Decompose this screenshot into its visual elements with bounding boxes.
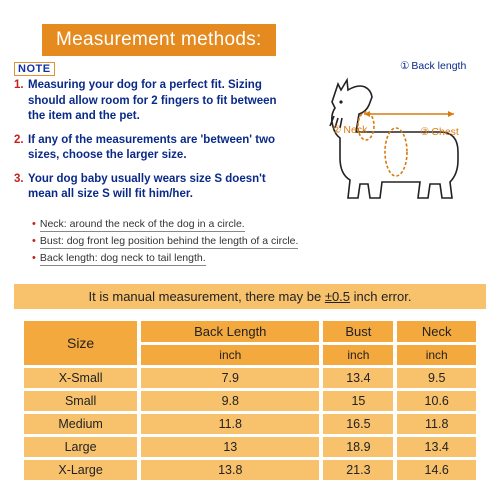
cell-value: 11.8 xyxy=(397,414,476,434)
note-item: 3.Your dog baby usually wears size S doe… xyxy=(14,172,294,203)
title-bar: Measurement methods: xyxy=(42,24,276,56)
callout-num: ③ xyxy=(420,126,429,138)
callout-chest: ③ Chest xyxy=(420,126,459,138)
definition-text: Neck: around the neck of the dog in a ci… xyxy=(40,218,245,232)
th-col-sub: inch xyxy=(397,345,476,365)
table-row: Large1318.913.4 xyxy=(24,437,476,457)
note-item: 1.Measuring your dog for a perfect fit. … xyxy=(14,78,294,125)
callout-num: ② xyxy=(332,124,341,136)
definition-item: • Back length: dog neck to tail length. xyxy=(32,252,472,266)
cell-value: 7.9 xyxy=(141,368,319,388)
note-text: Your dog baby usually wears size S doesn… xyxy=(28,172,294,203)
bullet-icon: • xyxy=(32,218,36,230)
cell-value: 13.4 xyxy=(323,368,393,388)
cell-value: 9.5 xyxy=(397,368,476,388)
bullet-icon: • xyxy=(32,235,36,247)
cell-value: 11.8 xyxy=(141,414,319,434)
warning-pre: It is manual measurement, there may be xyxy=(89,289,325,304)
warning-error-value: ±0.5 xyxy=(325,289,350,304)
table-row: X-Large13.821.314.6 xyxy=(24,460,476,480)
note-item: 2.If any of the measurements are 'betwee… xyxy=(14,133,294,164)
note-number: 3. xyxy=(14,172,28,203)
size-table: SizeBack LengthBustNeckinchinchinchX-Sma… xyxy=(20,318,480,483)
note-number: 1. xyxy=(14,78,28,125)
cell-value: 18.9 xyxy=(323,437,393,457)
th-col-sub: inch xyxy=(141,345,319,365)
callout-back-length: ① Back length xyxy=(400,60,466,72)
cell-value: 9.8 xyxy=(141,391,319,411)
note-text: If any of the measurements are 'between'… xyxy=(28,133,294,164)
cell-value: 10.6 xyxy=(397,391,476,411)
cell-size: Large xyxy=(24,437,137,457)
callout-num: ① xyxy=(400,60,409,72)
th-col-sub: inch xyxy=(323,345,393,365)
th-col-top: Back Length xyxy=(141,321,319,342)
cell-size: Small xyxy=(24,391,137,411)
table-row: Small9.81510.6 xyxy=(24,391,476,411)
callout-label: Back length xyxy=(411,60,466,72)
callout-label: Chest xyxy=(431,126,458,138)
definitions-list: • Neck: around the neck of the dog in a c… xyxy=(32,218,472,269)
table-row: X-Small7.913.49.5 xyxy=(24,368,476,388)
cell-value: 15 xyxy=(323,391,393,411)
warning-bar: It is manual measurement, there may be ±… xyxy=(14,284,486,309)
dog-diagram: ① Back length ② Neck ③ Chest xyxy=(304,56,494,206)
definition-text: Back length: dog neck to tail length. xyxy=(40,252,206,266)
cell-value: 13.4 xyxy=(397,437,476,457)
bullet-icon: • xyxy=(32,252,36,264)
warning-post: inch error. xyxy=(350,289,411,304)
cell-value: 13.8 xyxy=(141,460,319,480)
definition-item: • Bust: dog front leg position behind the… xyxy=(32,235,472,249)
note-text: Measuring your dog for a perfect fit. Si… xyxy=(28,78,294,125)
cell-size: Medium xyxy=(24,414,137,434)
cell-value: 13 xyxy=(141,437,319,457)
cell-value: 14.6 xyxy=(397,460,476,480)
th-size: Size xyxy=(24,321,137,365)
cell-value: 16.5 xyxy=(323,414,393,434)
definition-text: Bust: dog front leg position behind the … xyxy=(40,235,299,249)
notes-list: 1.Measuring your dog for a perfect fit. … xyxy=(14,78,294,211)
definition-item: • Neck: around the neck of the dog in a c… xyxy=(32,218,472,232)
cell-value: 21.3 xyxy=(323,460,393,480)
callout-neck: ② Neck xyxy=(332,124,367,136)
note-badge: NOTE xyxy=(14,62,55,76)
th-col-top: Neck xyxy=(397,321,476,342)
table-row: Medium11.816.511.8 xyxy=(24,414,476,434)
cell-size: X-Small xyxy=(24,368,137,388)
cell-size: X-Large xyxy=(24,460,137,480)
callout-label: Neck xyxy=(343,124,367,136)
th-col-top: Bust xyxy=(323,321,393,342)
note-number: 2. xyxy=(14,133,28,164)
